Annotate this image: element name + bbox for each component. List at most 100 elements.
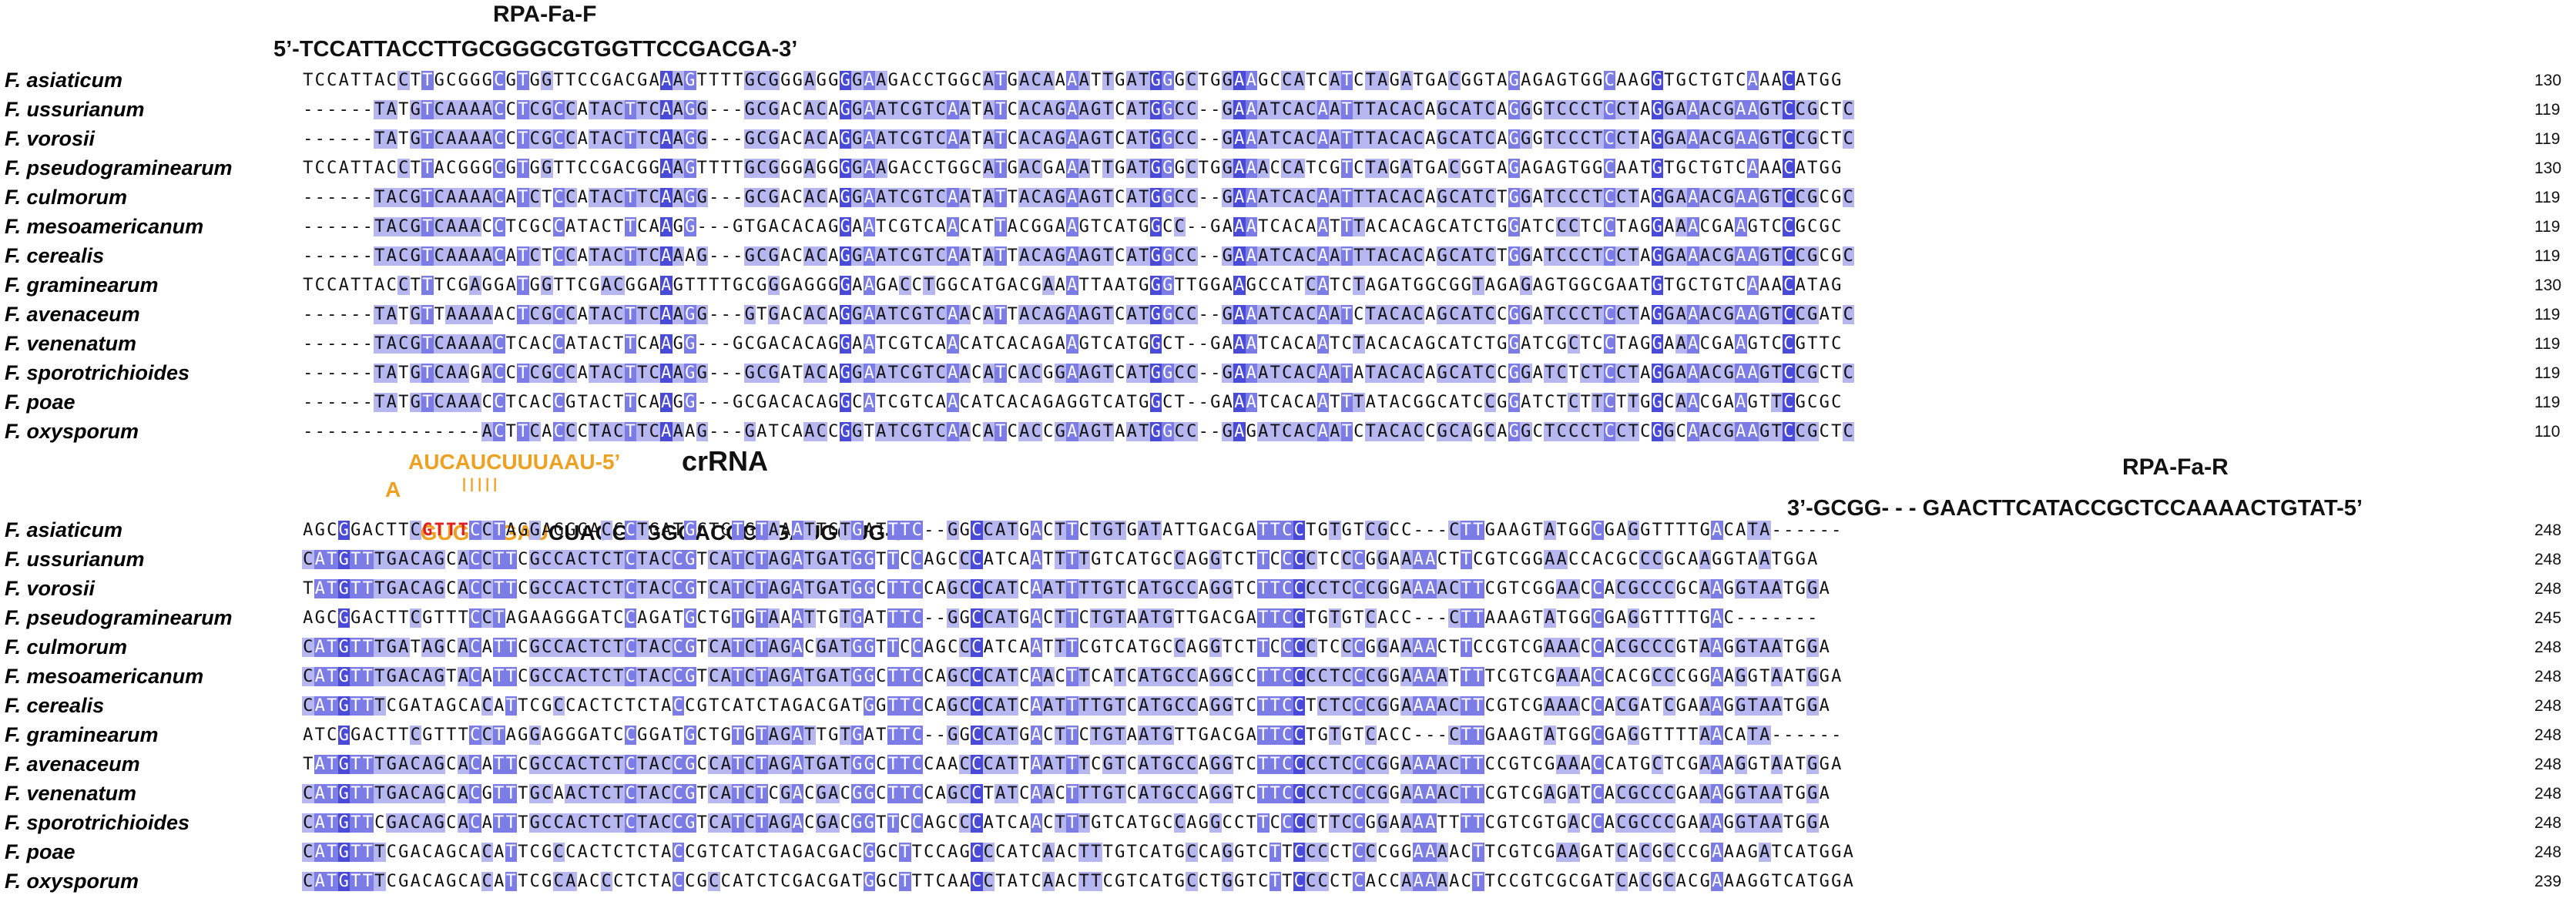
nucleotide: C (601, 217, 612, 236)
nucleotide: T (326, 843, 338, 862)
species-name: F. mesoamericanum (5, 665, 204, 688)
nucleotide: G (1221, 129, 1233, 149)
nucleotide: G (649, 521, 659, 540)
nucleotide: C (660, 784, 673, 803)
nucleotide: G (1019, 608, 1030, 628)
nucleotide: C (1305, 276, 1317, 295)
nucleotide: T (589, 638, 601, 657)
nucleotide: A (397, 638, 410, 657)
nucleotide: G (828, 872, 839, 891)
nucleotide: C (541, 755, 553, 774)
nucleotide: C (1497, 872, 1508, 891)
nucleotide: A (1532, 276, 1543, 295)
nucleotide: G (673, 276, 683, 295)
nucleotide: A (1532, 246, 1543, 266)
nucleotide: T (1353, 100, 1365, 119)
nucleotide: A (1687, 393, 1699, 412)
nucleotide: C (1615, 129, 1628, 149)
nucleotide: C (887, 334, 898, 354)
nucleotide: A (958, 246, 971, 266)
nucleotide: T (518, 784, 528, 803)
nucleotide: T (839, 608, 851, 628)
nucleotide: T (1508, 784, 1519, 803)
nucleotide: G (851, 784, 864, 803)
nucleotide: C (552, 246, 565, 266)
nucleotide: C (1389, 726, 1400, 745)
nucleotide: G (995, 276, 1006, 295)
nucleotide: C (1173, 422, 1186, 441)
nucleotide: - (398, 422, 409, 441)
nucleotide: T (636, 813, 649, 833)
nucleotide: T (422, 696, 433, 716)
species-name: F. vorosii (5, 577, 96, 600)
nucleotide: A (1711, 608, 1723, 628)
nucleotide: A (1233, 188, 1246, 207)
nucleotide: T (709, 521, 719, 540)
nucleotide: A (982, 364, 995, 383)
nucleotide: A (767, 726, 780, 745)
nucleotide: C (1102, 872, 1113, 891)
nucleotide: G (1149, 364, 1162, 383)
nucleotide: T (1353, 129, 1365, 149)
nucleotide: C (804, 638, 815, 657)
nucleotide: T (1521, 755, 1531, 774)
nucleotide: C (900, 638, 911, 657)
nucleotide: C (1461, 872, 1471, 891)
nucleotide: - (696, 393, 707, 412)
nucleotide: T (505, 217, 516, 236)
nucleotide: A (935, 217, 946, 236)
nucleotide: C (660, 813, 673, 833)
nucleotide: C (1173, 305, 1186, 324)
nucleotide: C (959, 276, 970, 295)
nucleotide: G (851, 579, 864, 598)
nucleotide: C (685, 843, 696, 862)
nucleotide: G (959, 726, 970, 745)
nucleotide: A (1042, 843, 1055, 862)
nucleotide: G (1556, 71, 1567, 90)
nucleotide: G (1520, 364, 1532, 383)
nucleotide: G (1759, 246, 1771, 266)
nucleotide: C (1783, 872, 1794, 891)
nucleotide: T (1340, 422, 1353, 441)
nucleotide: A (338, 276, 349, 295)
nucleotide: G (1054, 246, 1066, 266)
nucleotide: C (1186, 188, 1198, 207)
nucleotide: A (1544, 726, 1556, 745)
nucleotide: C (613, 521, 624, 540)
nucleotide: A (1257, 422, 1270, 441)
nucleotide: C (1604, 550, 1615, 569)
nucleotide: G (684, 159, 696, 178)
nucleotide: C (314, 159, 325, 178)
nucleotide: A (1306, 217, 1317, 236)
position-number: 248 (2534, 756, 2562, 773)
nucleotide: C (1484, 246, 1496, 266)
nucleotide: G (1795, 550, 1806, 569)
nucleotide: T (1340, 71, 1353, 90)
nucleotide: G (1759, 364, 1771, 383)
nucleotide: A (792, 422, 803, 441)
nucleotide: A (1400, 100, 1413, 119)
nucleotide: - (386, 422, 397, 441)
nucleotide: A (649, 334, 659, 354)
nucleotide: C (1270, 217, 1280, 236)
nucleotide: G (839, 100, 851, 119)
nucleotide: T (1114, 608, 1126, 628)
nucleotide: T (756, 755, 768, 774)
nucleotide: T (732, 579, 744, 598)
nucleotide: - (303, 393, 314, 412)
nucleotide: G (1712, 217, 1722, 236)
nucleotide: G (1532, 159, 1543, 178)
nucleotide: T (1807, 843, 1818, 862)
nucleotide: T (303, 159, 314, 178)
nucleotide: T (1460, 813, 1472, 833)
nucleotide: C (1281, 71, 1293, 90)
nucleotide: A (577, 246, 588, 266)
nucleotide: G (1604, 608, 1615, 628)
nucleotide: G (1508, 188, 1520, 207)
nucleotide: A (1030, 784, 1042, 803)
nucleotide: - (1186, 393, 1197, 412)
nucleotide: C (1317, 784, 1329, 803)
nucleotide: T (1771, 550, 1782, 569)
nucleotide: A (982, 159, 995, 178)
